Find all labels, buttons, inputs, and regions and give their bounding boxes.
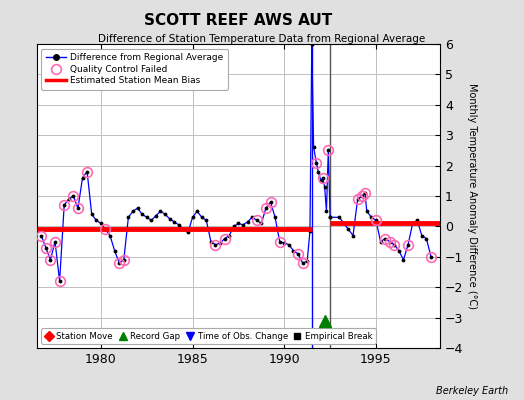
Text: Berkeley Earth: Berkeley Earth [436, 386, 508, 396]
Text: Difference of Station Temperature Data from Regional Average: Difference of Station Temperature Data f… [99, 34, 425, 44]
Title: SCOTT REEF AWS AUT: SCOTT REEF AWS AUT [144, 12, 333, 28]
Y-axis label: Monthly Temperature Anomaly Difference (°C): Monthly Temperature Anomaly Difference (… [467, 83, 477, 309]
Legend: Station Move, Record Gap, Time of Obs. Change, Empirical Break: Station Move, Record Gap, Time of Obs. C… [41, 328, 376, 344]
